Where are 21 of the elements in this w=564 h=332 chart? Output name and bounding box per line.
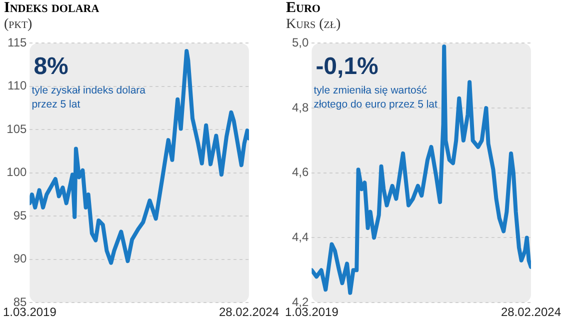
annotation: -0,1% [316, 52, 378, 80]
y-tick-label: 4,2 [292, 294, 310, 309]
chart-title: Indeks dolara [4, 0, 100, 17]
y-tick-label: 4,6 [292, 165, 310, 180]
x-tick-label: 28.02.2024 [500, 305, 562, 320]
y-tick-label: 5,0 [292, 36, 310, 50]
y-tick-label: 95 [13, 208, 28, 222]
y-tick-label: 115 [8, 36, 28, 50]
y-tick-label: 110 [8, 78, 28, 93]
annotation: tyle zmieniła się wartość złotego do euro przez 5 lat [314, 84, 438, 110]
y-tick-label: 90 [13, 252, 28, 266]
y-tick-label: 4,8 [292, 100, 310, 114]
annotation: tyle zyskał indeks dolara przez 5 lat [32, 84, 146, 110]
y-tick-label: 105 [6, 122, 28, 136]
y-tick-label: 100 [6, 165, 28, 180]
annotation: 8% [34, 52, 68, 80]
chart-title: Euro [286, 0, 322, 17]
chart-subtitle: (pkt) [4, 17, 34, 33]
x-tick-label: 28.02.2024 [218, 305, 280, 320]
y-tick-label: 4,4 [292, 230, 310, 244]
chart-subtitle: Kurs (zł) [286, 17, 342, 33]
